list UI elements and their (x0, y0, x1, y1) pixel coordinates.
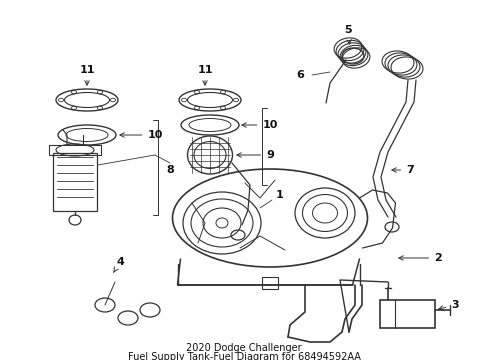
Text: 8: 8 (166, 165, 174, 175)
Text: Fuel Supply Tank-Fuel Diagram for 68494592AA: Fuel Supply Tank-Fuel Diagram for 684945… (127, 352, 360, 360)
Text: 5: 5 (344, 25, 351, 44)
Bar (49, 145, 101, 155)
Text: 10: 10 (242, 120, 277, 130)
Bar (262, 277, 278, 289)
Text: 7: 7 (391, 165, 413, 175)
Text: 9: 9 (236, 150, 273, 160)
Text: 6: 6 (295, 70, 304, 80)
Text: 11: 11 (197, 65, 212, 85)
Text: 1: 1 (276, 190, 284, 200)
Text: 10: 10 (120, 130, 163, 140)
Text: 3: 3 (438, 300, 458, 310)
Text: 2020 Dodge Challenger: 2020 Dodge Challenger (186, 343, 301, 353)
Bar (53, 153, 97, 211)
Text: 2: 2 (398, 253, 441, 263)
Text: 4: 4 (114, 257, 123, 272)
Bar (379, 300, 434, 328)
Text: 11: 11 (79, 65, 95, 85)
